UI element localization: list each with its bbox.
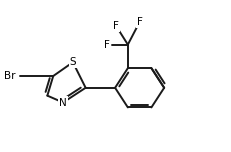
Text: S: S [69,57,76,67]
Text: F: F [113,21,119,31]
Text: F: F [136,17,142,27]
Text: N: N [59,97,67,107]
Text: F: F [104,40,110,50]
Text: Br: Br [4,71,16,81]
